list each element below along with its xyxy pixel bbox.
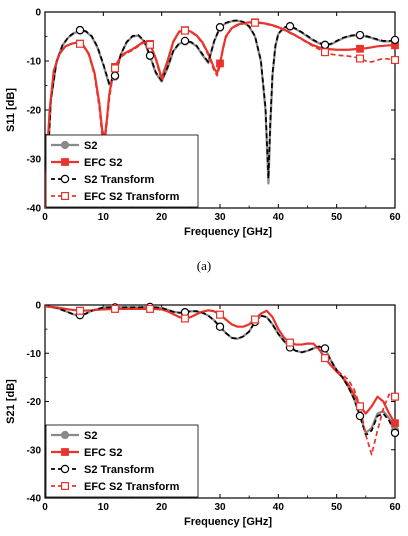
series-marker-4 bbox=[181, 314, 190, 323]
legend-swatch-marker bbox=[61, 448, 69, 456]
y-tick-label: -40 bbox=[27, 204, 42, 215]
legend-swatch-marker bbox=[60, 192, 69, 201]
series-marker-2 bbox=[391, 419, 399, 428]
series-marker-3 bbox=[285, 22, 295, 31]
legend-swatch-marker bbox=[61, 158, 69, 166]
series-marker-3 bbox=[180, 36, 190, 46]
series-marker-4 bbox=[181, 26, 190, 35]
series-layer bbox=[45, 19, 395, 208]
y-tick-label: -30 bbox=[27, 445, 42, 456]
x-axis-label: Frequency [GHz] bbox=[184, 516, 272, 528]
series-marker-4 bbox=[391, 56, 400, 65]
series-layer bbox=[45, 305, 395, 456]
legend-entry: EFC S2 bbox=[84, 157, 123, 169]
x-tick-label: 40 bbox=[273, 212, 285, 223]
series-marker-4 bbox=[216, 310, 225, 319]
x-tick-label: 60 bbox=[389, 212, 401, 223]
series-marker-3 bbox=[110, 71, 120, 80]
series-marker-3 bbox=[390, 35, 400, 45]
series-marker-3 bbox=[320, 40, 330, 50]
series-marker-3 bbox=[145, 51, 155, 60]
series-marker-2 bbox=[356, 44, 364, 53]
legend-swatch-marker bbox=[60, 464, 70, 474]
series-marker-4 bbox=[356, 54, 365, 63]
series-marker-3 bbox=[355, 30, 365, 40]
legend: S2 EFC S2 S2 Transform EFC S2 Transform bbox=[45, 424, 199, 498]
series-marker-3 bbox=[215, 22, 225, 32]
y-tick-label: -40 bbox=[27, 494, 42, 505]
legend-entry: S2 bbox=[84, 430, 97, 442]
x-tick-label: 40 bbox=[273, 502, 285, 513]
x-tick-label: 0 bbox=[42, 212, 48, 223]
series-line-4 bbox=[45, 21, 395, 208]
series-marker-4 bbox=[75, 39, 84, 48]
series-marker-3 bbox=[390, 428, 400, 438]
y-axis-label: S11 [dB] bbox=[5, 88, 17, 132]
x-tick-label: 50 bbox=[331, 502, 343, 513]
x-tick-label: 20 bbox=[156, 502, 168, 513]
series-marker-4 bbox=[391, 392, 400, 401]
series-marker-4 bbox=[356, 402, 365, 411]
legend-box bbox=[45, 134, 199, 208]
y-tick-label: -10 bbox=[27, 349, 42, 360]
y-tick-label: 0 bbox=[35, 301, 41, 312]
x-tick-label: 10 bbox=[98, 502, 110, 513]
series-marker-4 bbox=[110, 64, 119, 73]
legend-swatch-marker bbox=[60, 482, 69, 491]
series-line-4 bbox=[45, 305, 395, 456]
series-marker-2 bbox=[216, 59, 224, 68]
series-marker-4 bbox=[146, 40, 155, 49]
legend-swatch-marker bbox=[60, 174, 70, 184]
series-marker-3 bbox=[75, 25, 85, 35]
legend-entry: EFC S2 bbox=[84, 447, 123, 459]
chart-panel-1: 0 10 20 30 40 50 60 0 -10 -20 -30 -40 Frequency [GHz… bbox=[5, 8, 401, 274]
y-tick-label: -20 bbox=[27, 106, 42, 117]
x-tick-label: 30 bbox=[214, 502, 226, 513]
x-tick-label: 10 bbox=[98, 212, 110, 223]
x-tick-label: 60 bbox=[389, 502, 401, 513]
y-tick-label: -10 bbox=[27, 57, 42, 68]
legend-swatch-marker bbox=[60, 430, 70, 440]
legend-entry: S2 Transform bbox=[84, 174, 155, 186]
y-tick-label: -20 bbox=[27, 397, 42, 408]
series-marker-4 bbox=[146, 304, 155, 313]
legend-entry: EFC S2 Transform bbox=[84, 481, 180, 493]
series-marker-4 bbox=[321, 354, 330, 363]
legend: S2 EFC S2 S2 Transform EFC S2 Transform bbox=[45, 134, 199, 208]
series-marker-4 bbox=[75, 306, 84, 315]
series-line-3 bbox=[45, 19, 395, 208]
legend-entry: S2 bbox=[84, 140, 97, 152]
x-axis-label: Frequency [GHz] bbox=[184, 226, 272, 238]
series-marker-4 bbox=[251, 18, 260, 27]
series-line-3 bbox=[45, 305, 395, 437]
x-tick-label: 0 bbox=[42, 502, 48, 513]
chart-panel-2: 0 10 20 30 40 50 60 0 -10 -20 -30 -40 Frequency [GHz… bbox=[5, 301, 401, 529]
series-marker-3 bbox=[320, 344, 330, 353]
series-marker-4 bbox=[251, 315, 260, 324]
y-tick-label: -30 bbox=[27, 155, 42, 166]
y-tick-label: 0 bbox=[35, 8, 41, 19]
series-marker-4 bbox=[110, 304, 119, 313]
x-tick-label: 50 bbox=[331, 212, 343, 223]
y-axis-label: S21 [dB] bbox=[5, 379, 17, 424]
legend-entry: S2 Transform bbox=[84, 464, 155, 476]
panel-caption: (a) bbox=[197, 258, 211, 273]
series-marker-3 bbox=[215, 322, 225, 331]
x-tick-label: 30 bbox=[214, 212, 226, 223]
legend-box bbox=[45, 424, 199, 498]
series-marker-3 bbox=[355, 411, 365, 421]
legend-swatch-marker bbox=[60, 140, 70, 150]
series-marker-4 bbox=[286, 338, 295, 347]
x-tick-label: 20 bbox=[156, 212, 168, 223]
legend-entry: EFC S2 Transform bbox=[84, 191, 180, 203]
series-marker-4 bbox=[321, 48, 330, 57]
